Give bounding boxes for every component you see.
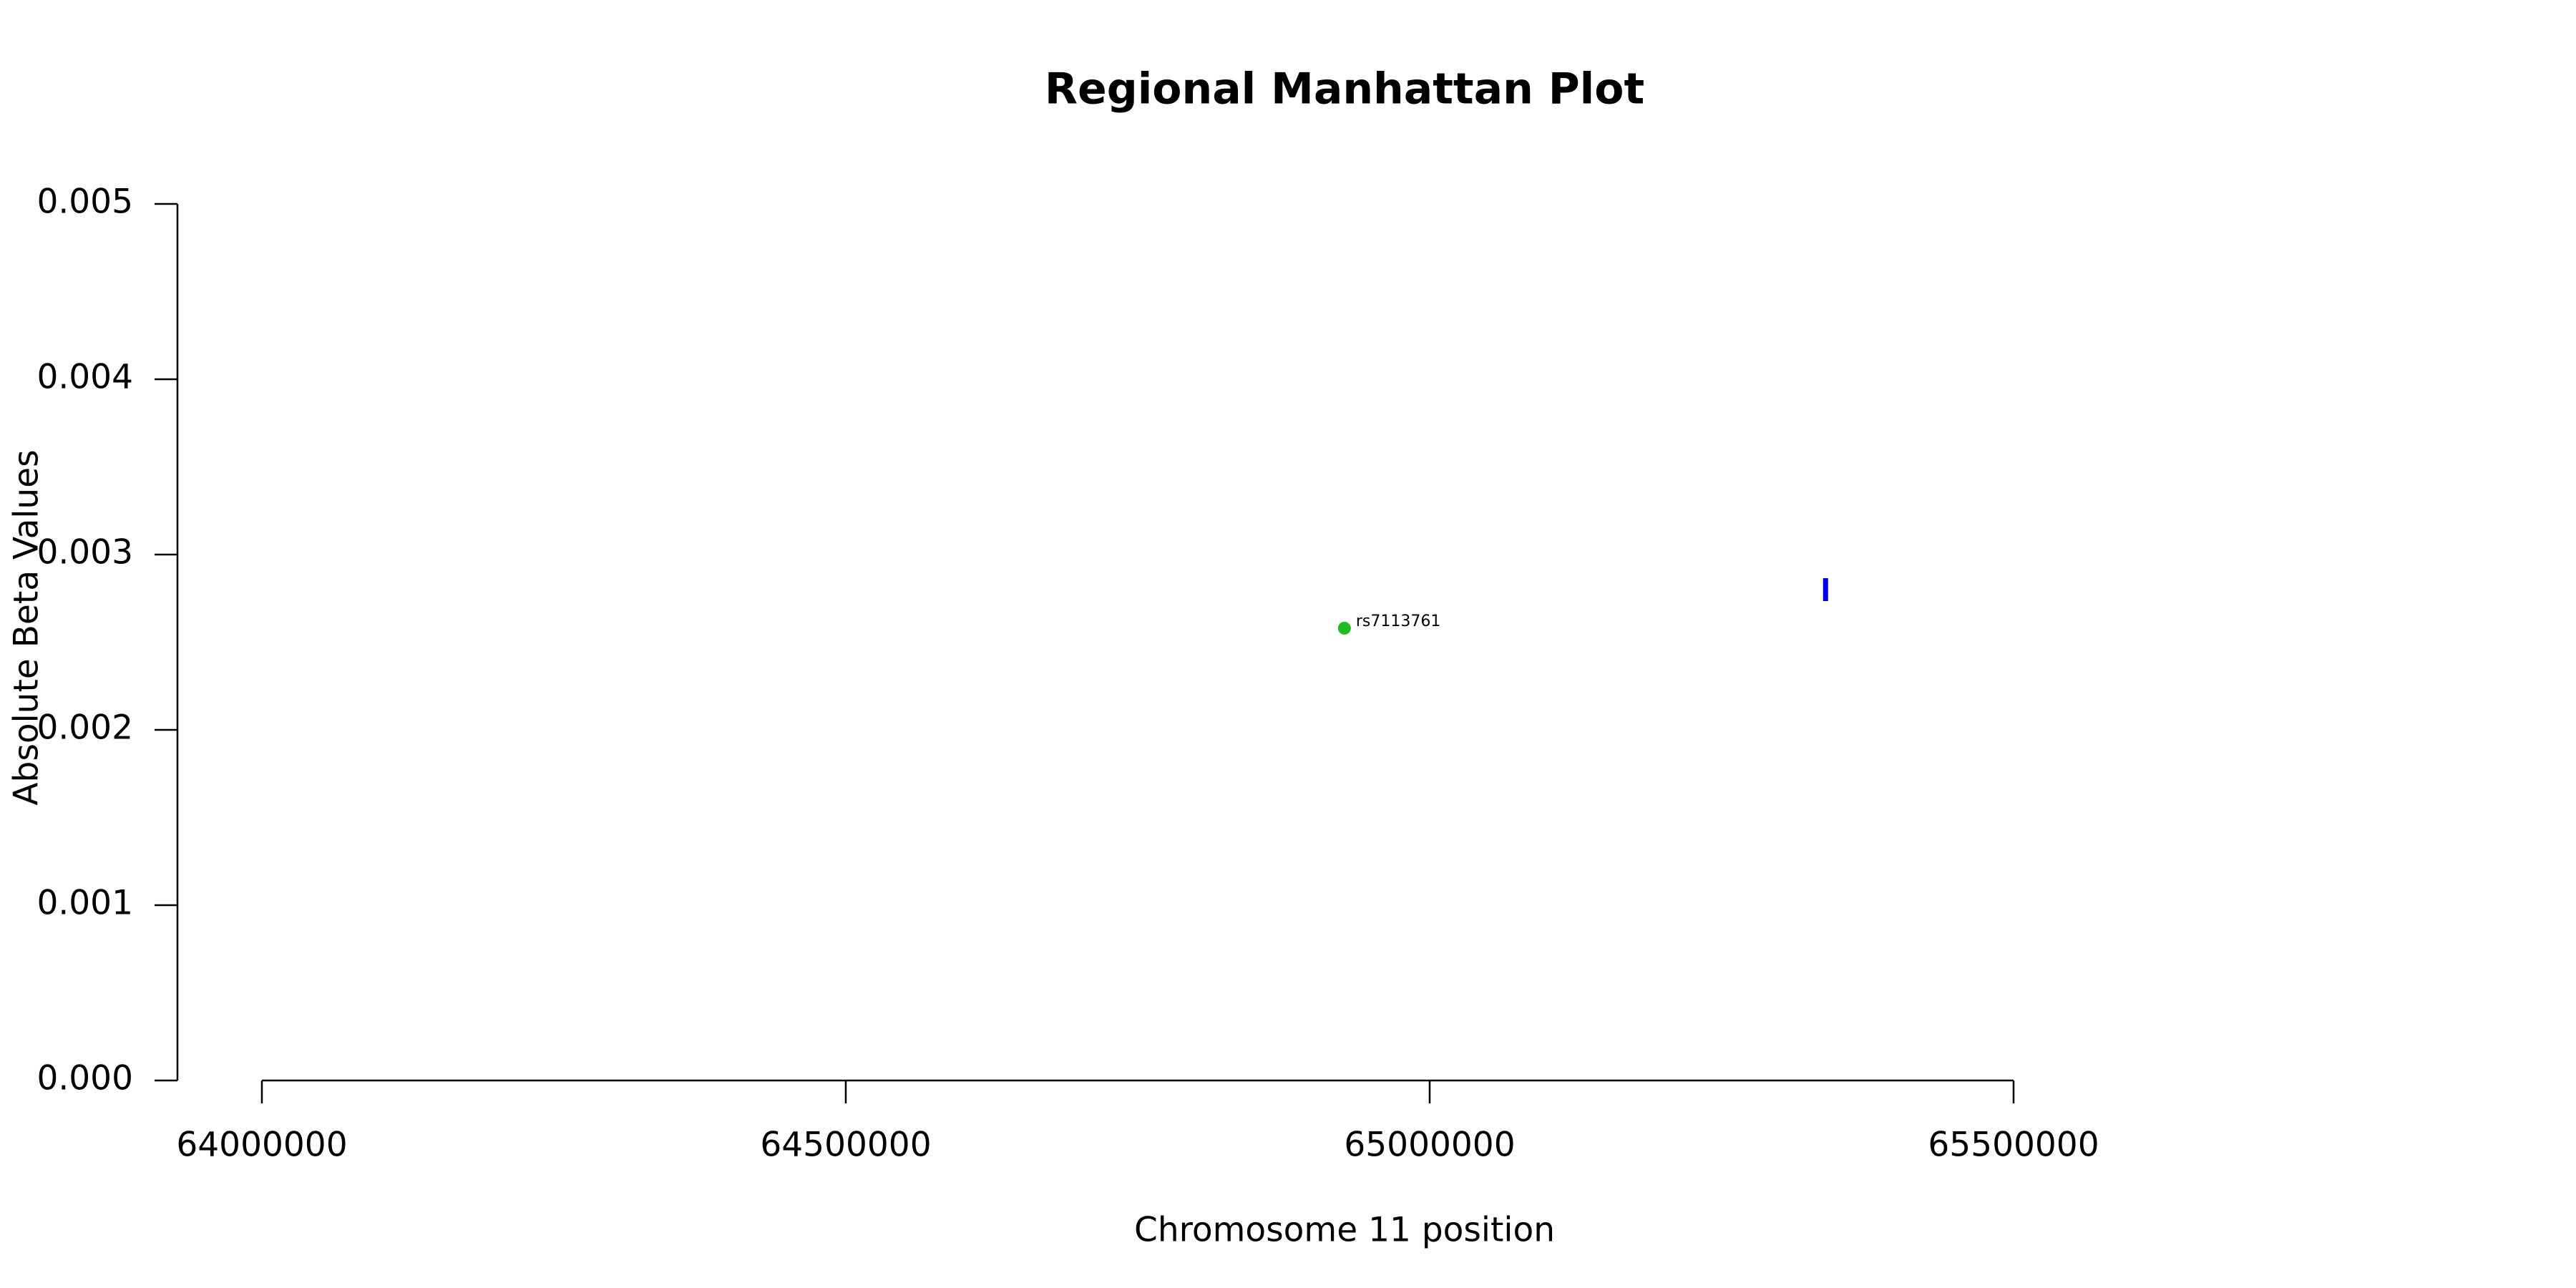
x-tick-label: 65000000 <box>1344 1126 1515 1165</box>
y-tick-label: 0.002 <box>36 708 133 748</box>
x-axis-label: Chromosome 11 position <box>1134 1211 1555 1250</box>
y-axis-label: Absolute Beta Values <box>7 449 47 805</box>
y-tick-label: 0.004 <box>36 358 133 397</box>
y-tick-label: 0.003 <box>36 533 133 572</box>
point <box>1337 621 1351 635</box>
y-tick-label: 0.001 <box>36 884 133 923</box>
x-tick-label: 64000000 <box>176 1126 347 1165</box>
y-tick-label: 0.000 <box>36 1059 133 1098</box>
x-tick-label: 65500000 <box>1928 1126 2099 1165</box>
x-tick-label: 64500000 <box>760 1126 931 1165</box>
y-tick-label: 0.005 <box>36 182 133 222</box>
point-label: rs7113761 <box>1356 613 1441 630</box>
chart-title: Regional Manhattan Plot <box>1045 64 1644 114</box>
